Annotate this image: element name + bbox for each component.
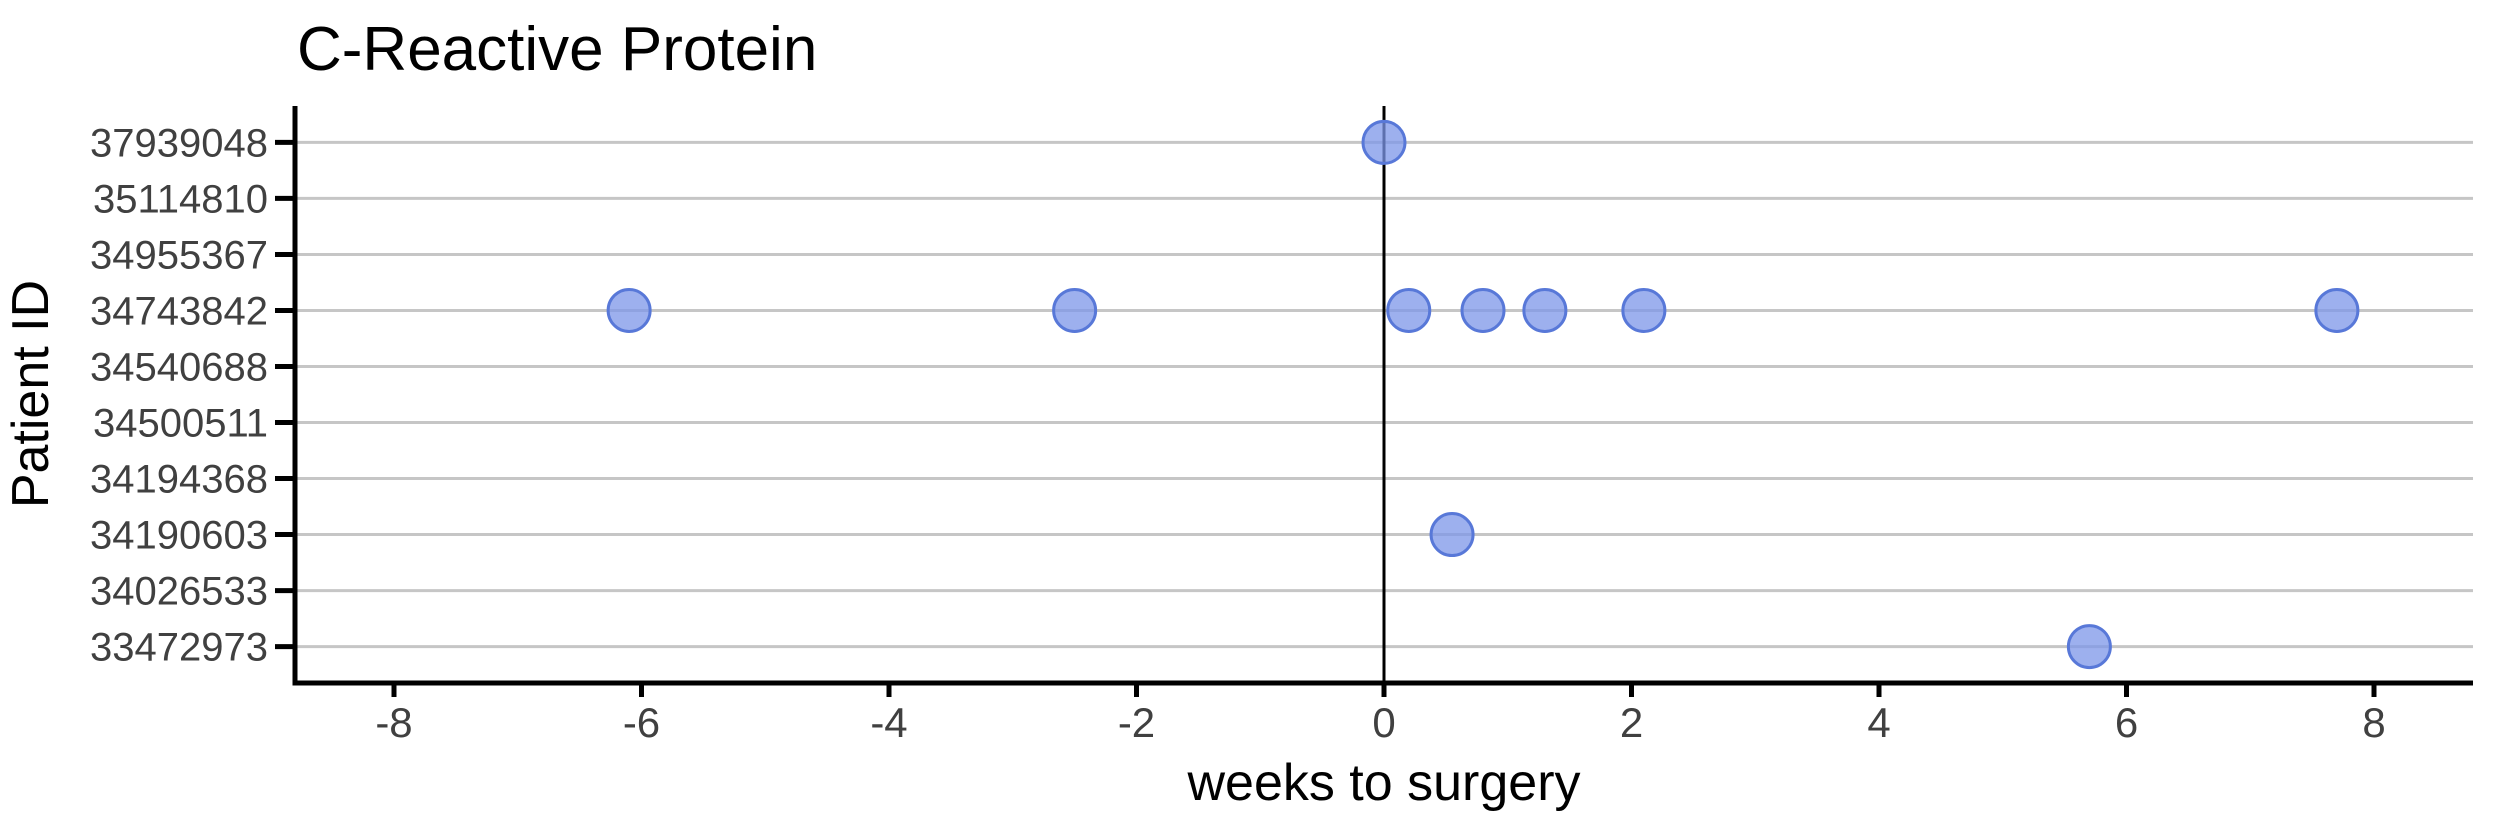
data-point	[1522, 287, 1568, 333]
y-tick-label: 34194368	[90, 458, 268, 502]
data-point	[1386, 287, 1432, 333]
y-tick-label: 33472973	[90, 626, 268, 670]
x-tick-label: 8	[2362, 699, 2385, 746]
x-tick-labels-layer: -8 -6 -4 -2 0 2 4 6 8	[375, 699, 2385, 746]
data-points-layer	[606, 119, 2360, 670]
data-point	[1460, 287, 1506, 333]
tick-marks-layer	[275, 139, 2377, 697]
data-point	[2314, 287, 2360, 333]
data-point	[2066, 624, 2112, 670]
y-tick-label: 34955367	[90, 233, 268, 277]
data-point	[606, 287, 652, 333]
x-tick-label: -2	[1118, 699, 1155, 746]
y-tick-label: 35114810	[93, 177, 268, 221]
x-tick-label: -8	[375, 699, 412, 746]
x-tick-label: 2	[1620, 699, 1643, 746]
y-tick-label: 37939048	[90, 121, 268, 165]
plot-title: C-Reactive Protein	[297, 15, 817, 84]
data-point	[1361, 119, 1407, 165]
y-axis-title: Patient ID	[2, 280, 60, 508]
x-tick-label: -4	[870, 699, 907, 746]
x-tick-label: 4	[1867, 699, 1890, 746]
y-tick-label: 34743842	[90, 289, 268, 333]
data-point	[1052, 287, 1098, 333]
data-point	[1429, 512, 1475, 558]
y-tick-label: 34190603	[90, 514, 268, 558]
y-tick-label: 34500511	[93, 402, 268, 446]
y-tick-label: 34540688	[90, 345, 268, 389]
y-tick-label: 34026533	[90, 570, 268, 614]
x-tick-label: 0	[1372, 699, 1395, 746]
x-tick-label: 6	[2115, 699, 2138, 746]
y-tick-labels-layer: 37939048 35114810 34955367 34743842 34540688…	[90, 121, 268, 669]
x-axis-title: weeks to surgery	[1186, 754, 1580, 812]
data-point	[1621, 287, 1667, 333]
x-tick-label: -6	[623, 699, 660, 746]
